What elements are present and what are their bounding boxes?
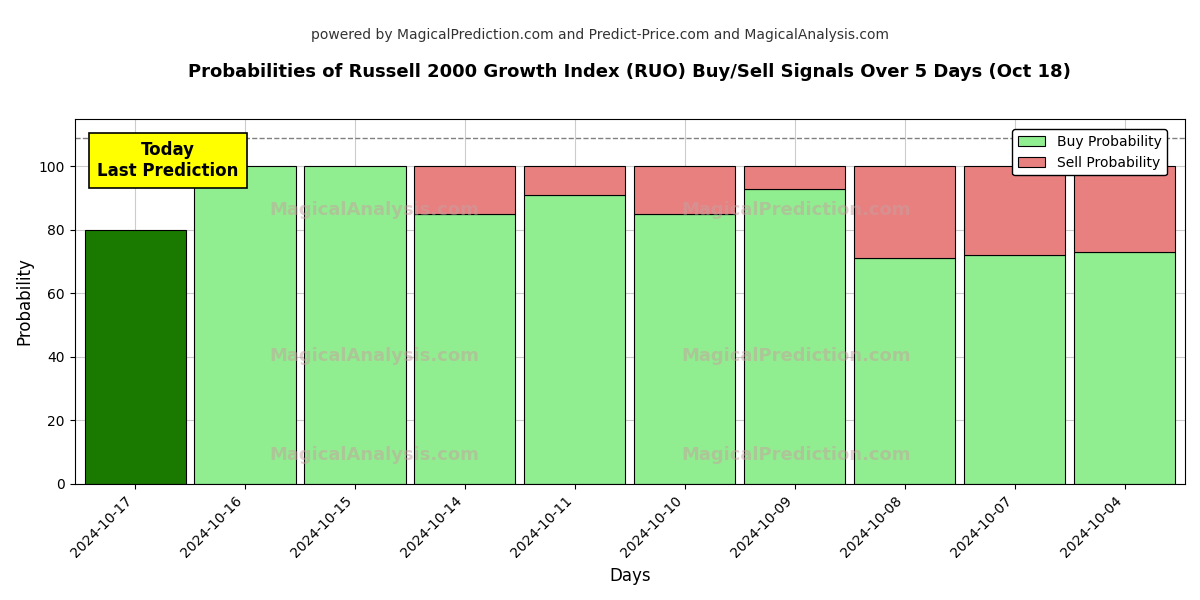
X-axis label: Days: Days [610, 567, 650, 585]
Bar [524, 195, 625, 484]
Text: MagicalPrediction.com: MagicalPrediction.com [682, 446, 911, 464]
Text: MagicalAnalysis.com: MagicalAnalysis.com [270, 201, 479, 219]
Y-axis label: Probability: Probability [16, 257, 34, 345]
Bar [964, 166, 1066, 255]
Bar [1074, 166, 1175, 252]
Title: Probabilities of Russell 2000 Growth Index (RUO) Buy/Sell Signals Over 5 Days (O: Probabilities of Russell 2000 Growth Ind… [188, 63, 1072, 81]
Bar [524, 166, 625, 195]
Bar [964, 255, 1066, 484]
Legend: Buy Probability, Sell Probability: Buy Probability, Sell Probability [1012, 129, 1166, 175]
Bar [194, 166, 295, 484]
Bar [84, 230, 186, 484]
Bar [744, 188, 845, 484]
Bar [635, 166, 736, 214]
Bar [414, 214, 516, 484]
Text: MagicalAnalysis.com: MagicalAnalysis.com [270, 347, 479, 365]
Bar [854, 166, 955, 259]
Text: MagicalPrediction.com: MagicalPrediction.com [682, 347, 911, 365]
Text: powered by MagicalPrediction.com and Predict-Price.com and MagicalAnalysis.com: powered by MagicalPrediction.com and Pre… [311, 28, 889, 42]
Text: MagicalPrediction.com: MagicalPrediction.com [682, 201, 911, 219]
Bar [414, 166, 516, 214]
Text: MagicalAnalysis.com: MagicalAnalysis.com [270, 446, 479, 464]
Text: Today
Last Prediction: Today Last Prediction [97, 141, 239, 179]
Bar [744, 166, 845, 188]
Bar [1074, 252, 1175, 484]
Bar [305, 166, 406, 484]
Bar [635, 214, 736, 484]
Bar [854, 259, 955, 484]
